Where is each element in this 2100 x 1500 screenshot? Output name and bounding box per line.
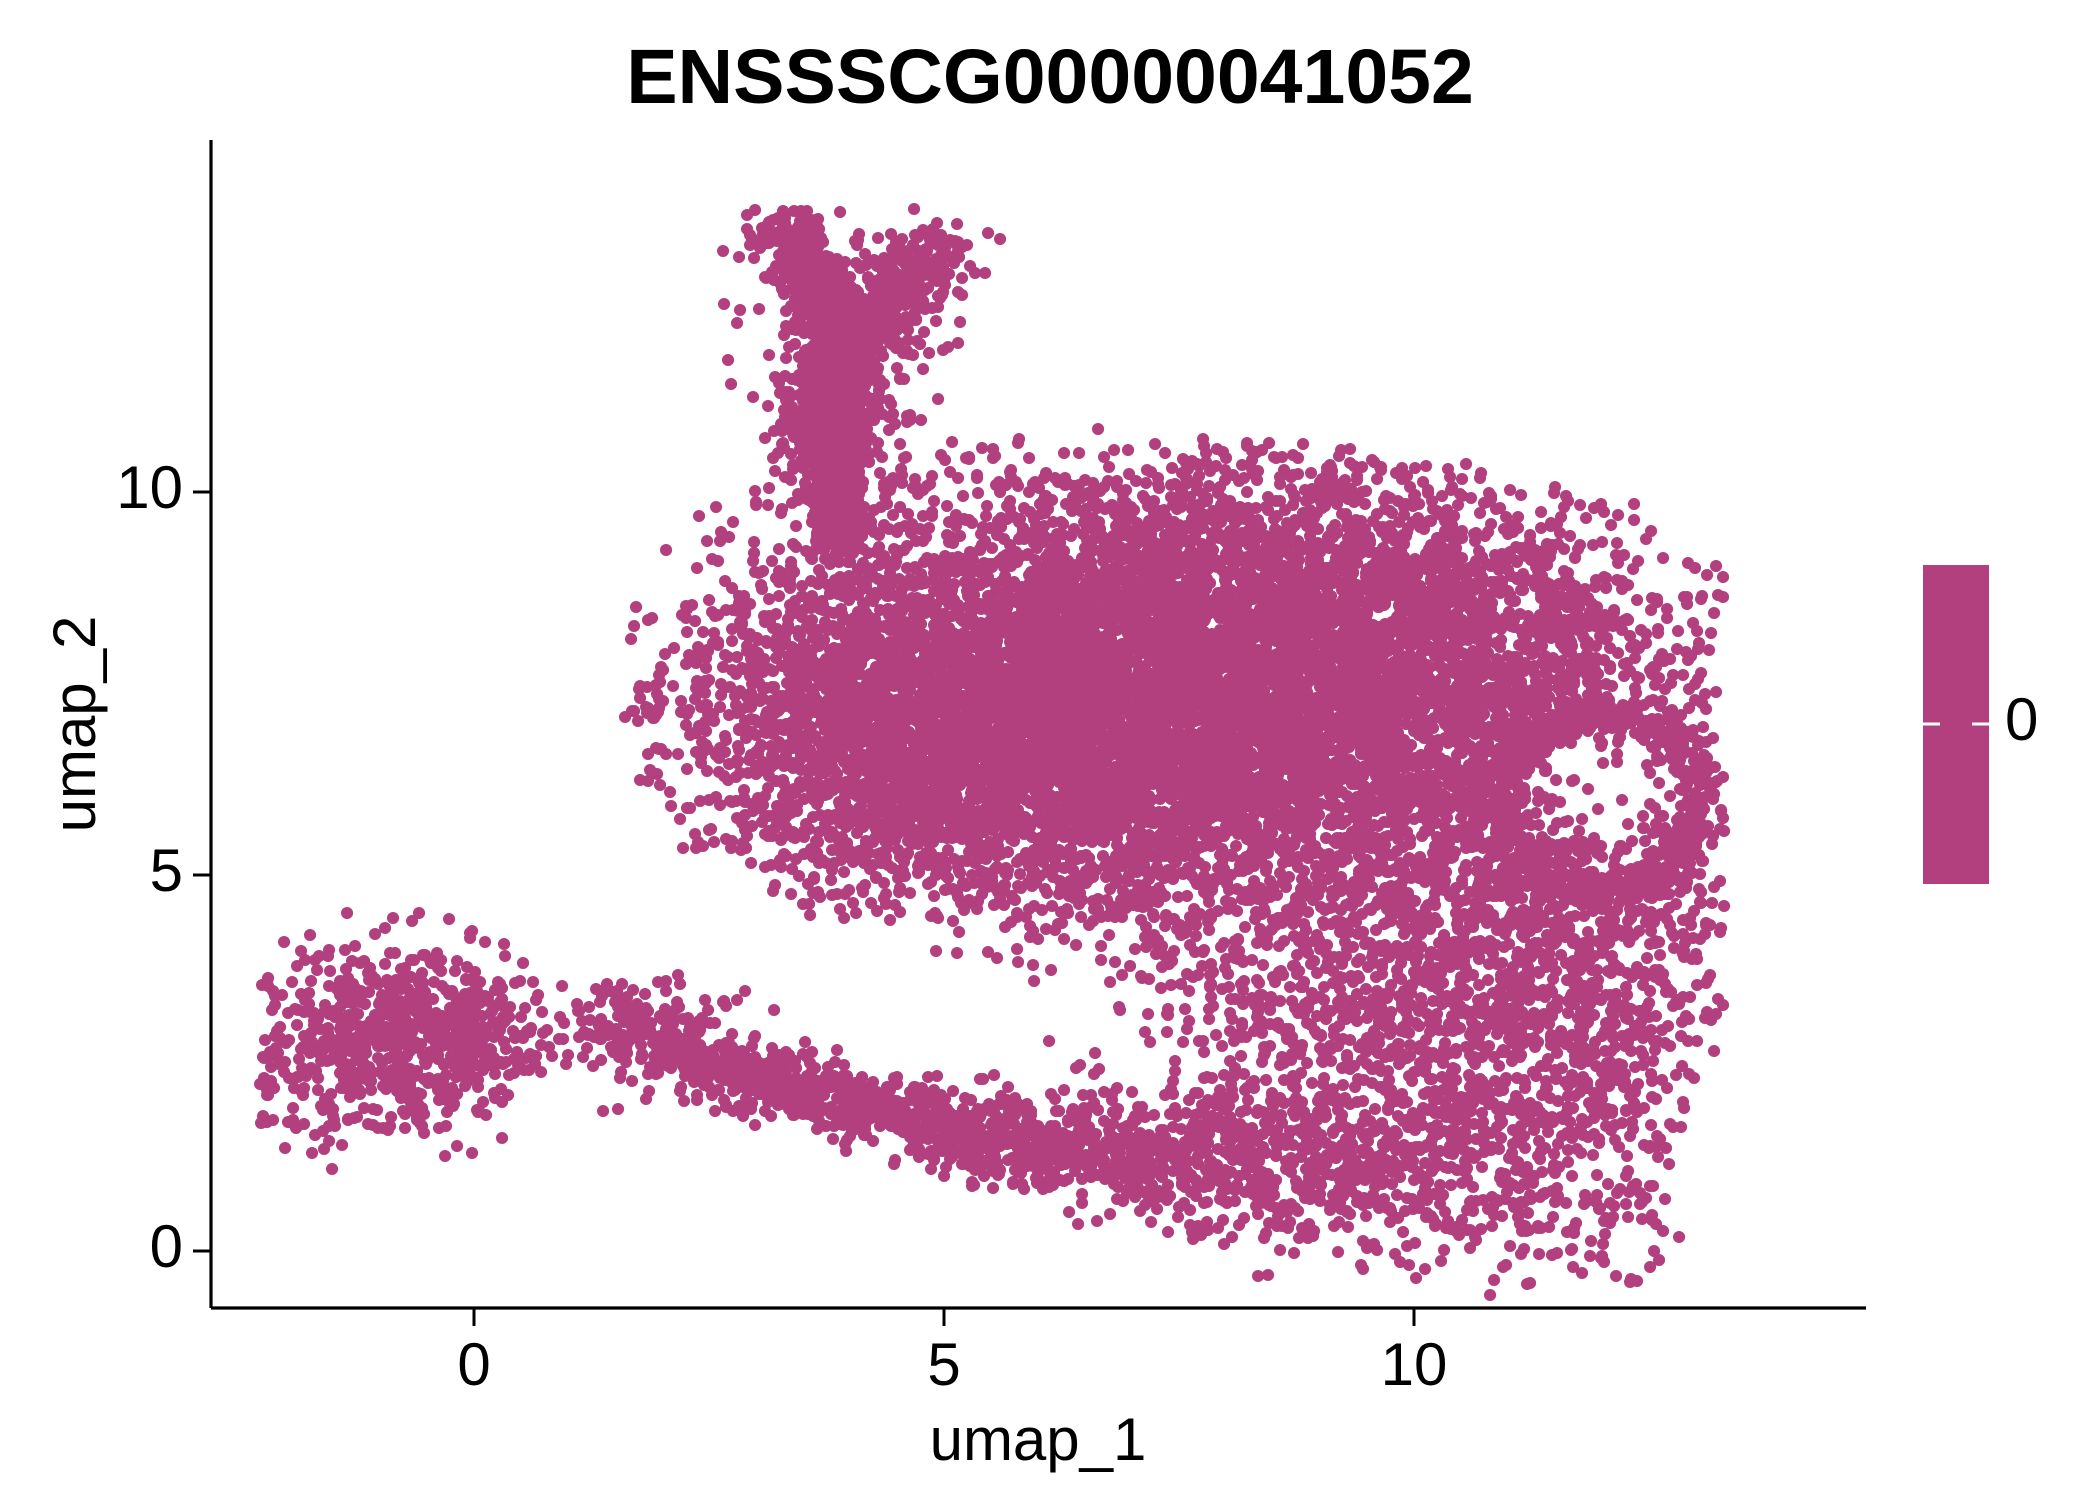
svg-text:umap_1: umap_1 — [930, 1406, 1147, 1473]
svg-text:10: 10 — [116, 454, 183, 521]
svg-text:5: 5 — [927, 1331, 960, 1398]
svg-text:0: 0 — [150, 1213, 183, 1280]
svg-text:0: 0 — [2005, 686, 2038, 753]
svg-text:umap_2: umap_2 — [41, 616, 108, 833]
svg-text:0: 0 — [457, 1331, 490, 1398]
svg-text:10: 10 — [1381, 1331, 1448, 1398]
svg-text:5: 5 — [150, 837, 183, 904]
